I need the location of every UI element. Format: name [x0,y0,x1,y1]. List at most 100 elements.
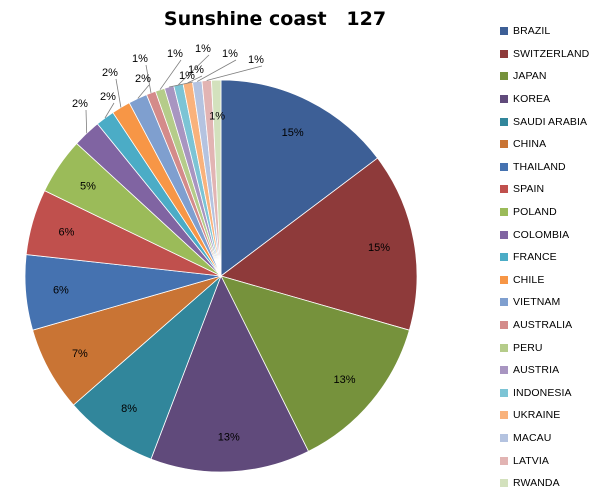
legend-item: LATVIA [500,449,612,472]
legend-swatch [500,321,508,330]
legend-swatch [500,162,508,171]
legend-swatch [500,479,508,488]
slice-label: 15% [282,127,304,139]
legend-item: THAILAND [500,156,612,179]
pie-slice-korea [150,275,310,473]
slice-labels: 15%15%13%13%8%7%6%6%5%2%2%2% 2%1% 1%1%1%1%… [53,43,390,444]
pie-slice-rwanda [211,79,222,277]
slice-label: 1% [248,54,264,66]
pie-slice-switzerland [220,157,418,331]
legend-label: POLAND [513,206,557,219]
slice-label: 15% [368,242,390,254]
legend-swatch [500,72,508,81]
legend: BRAZIL SWITZERLAND JAPAN KOREA SAUDI ARABIA C… [500,20,612,494]
slice-label: 1% [179,70,195,82]
pie-chart: 15%15%13%13%8%7%6%6%5%2%2%2% 2%1% 1%1%1%1%… [24,43,418,473]
leader-line [206,65,263,81]
legend-label: CHINA [513,138,547,151]
legend-label: PERU [513,341,543,354]
legend-item: UKRAINE [500,404,612,427]
legend-swatch [500,366,508,375]
slice-label: 2% [135,73,151,85]
legend-swatch [500,388,508,397]
slice-label: 5% [80,181,96,193]
legend-label: COLOMBIA [513,228,570,241]
legend-swatch [500,230,508,239]
slice-label: 1% [222,48,238,60]
legend-label: MACAU [513,431,552,444]
pie-slice-japan [220,275,410,452]
legend-item: PERU [500,336,612,359]
legend-swatch [500,49,508,58]
legend-swatch [500,27,508,36]
legend-label: JAPAN [513,70,547,83]
slice-label: 1% [167,48,183,60]
legend-label: CHILE [513,273,545,286]
legend-swatch [500,253,508,262]
slice-label: 2% [102,67,118,79]
legend-item: FRANCE [500,246,612,269]
pie-slice-brazil [220,79,379,277]
legend-item: SAUDI ARABIA [500,110,612,133]
legend-label: BRAZIL [513,25,551,38]
legend-item: SPAIN [500,178,612,201]
slice-label: 13% [333,374,355,386]
legend-swatch [500,95,508,104]
legend-label: SWITZERLAND [513,47,590,60]
slice-label: 1% [188,64,204,76]
legend-item: SWITZERLAND [500,43,612,66]
pie-slice-saudi-arabia [72,275,222,460]
legend-label: VIETNAM [513,296,561,309]
slice-label: 1% [209,110,225,122]
legend-item: POLAND [500,201,612,224]
legend-label: INDONESIA [513,386,572,399]
legend-swatch [500,456,508,465]
leader-line [145,64,152,93]
legend-item: CHILE [500,269,612,292]
leader-lines [85,54,263,134]
legend-label: AUSTRALIA [513,319,573,332]
legend-item: BRAZIL [500,20,612,43]
legend-label: FRANCE [513,251,557,264]
slice-label: 1% [132,53,148,65]
slice-label: 6% [59,227,75,239]
legend-label: LATVIA [513,454,550,467]
leader-line [169,81,194,88]
legend-label: SAUDI ARABIA [513,115,588,128]
legend-label: THAILAND [513,160,566,173]
legend-swatch [500,433,508,442]
legend-item: JAPAN [500,65,612,88]
legend-swatch [500,298,508,307]
legend-label: KOREA [513,93,551,106]
legend-item: RWANDA [500,472,612,495]
leader-line [85,109,88,134]
leader-line [197,59,237,82]
legend-swatch [500,343,508,352]
leader-line [187,75,203,84]
legend-swatch [500,275,508,284]
leader-line [115,78,122,108]
slice-label: 2% [72,98,88,110]
legend-item: KOREA [500,88,612,111]
slice-label: 2% [100,91,116,103]
legend-item: CHINA [500,133,612,156]
legend-item: VIETNAM [500,291,612,314]
pie-slices [24,79,418,473]
legend-label: RWANDA [513,477,560,490]
slice-label: 8% [121,403,137,415]
leader-line [104,102,115,119]
legend-label: UKRAINE [513,409,561,422]
legend-swatch [500,411,508,420]
slice-label: 13% [218,432,240,444]
slice-label: 7% [72,348,88,360]
legend-swatch [500,185,508,194]
chart-title: Sunshine coast 127 [163,8,387,30]
leader-line [159,59,182,90]
legend-label: AUSTRIA [513,364,560,377]
legend-label: SPAIN [513,183,545,196]
legend-item: INDONESIA [500,382,612,405]
legend-item: AUSTRALIA [500,314,612,337]
leader-line [137,84,150,99]
legend-item: COLOMBIA [500,223,612,246]
legend-swatch [500,140,508,149]
